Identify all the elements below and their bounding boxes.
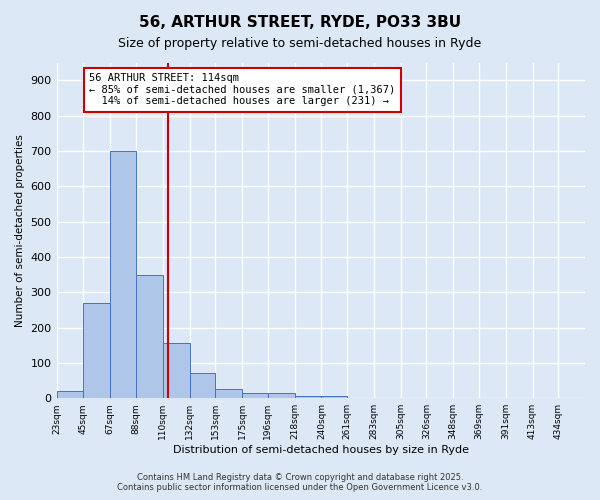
- Text: 56, ARTHUR STREET, RYDE, PO33 3BU: 56, ARTHUR STREET, RYDE, PO33 3BU: [139, 15, 461, 30]
- Bar: [268, 393, 295, 398]
- Y-axis label: Number of semi-detached properties: Number of semi-detached properties: [15, 134, 25, 327]
- Bar: [322, 396, 347, 398]
- Bar: [110, 151, 136, 398]
- Bar: [136, 274, 163, 398]
- Text: Contains HM Land Registry data © Crown copyright and database right 2025.
Contai: Contains HM Land Registry data © Crown c…: [118, 473, 482, 492]
- Bar: [56, 391, 83, 398]
- Bar: [295, 396, 322, 398]
- Text: 56 ARTHUR STREET: 114sqm
← 85% of semi-detached houses are smaller (1,367)
  14%: 56 ARTHUR STREET: 114sqm ← 85% of semi-d…: [89, 73, 396, 106]
- Bar: [163, 344, 190, 398]
- Bar: [242, 393, 268, 398]
- Text: Size of property relative to semi-detached houses in Ryde: Size of property relative to semi-detach…: [118, 38, 482, 51]
- Bar: [190, 374, 215, 398]
- X-axis label: Distribution of semi-detached houses by size in Ryde: Distribution of semi-detached houses by …: [173, 445, 469, 455]
- Bar: [215, 390, 242, 398]
- Bar: [83, 303, 110, 398]
